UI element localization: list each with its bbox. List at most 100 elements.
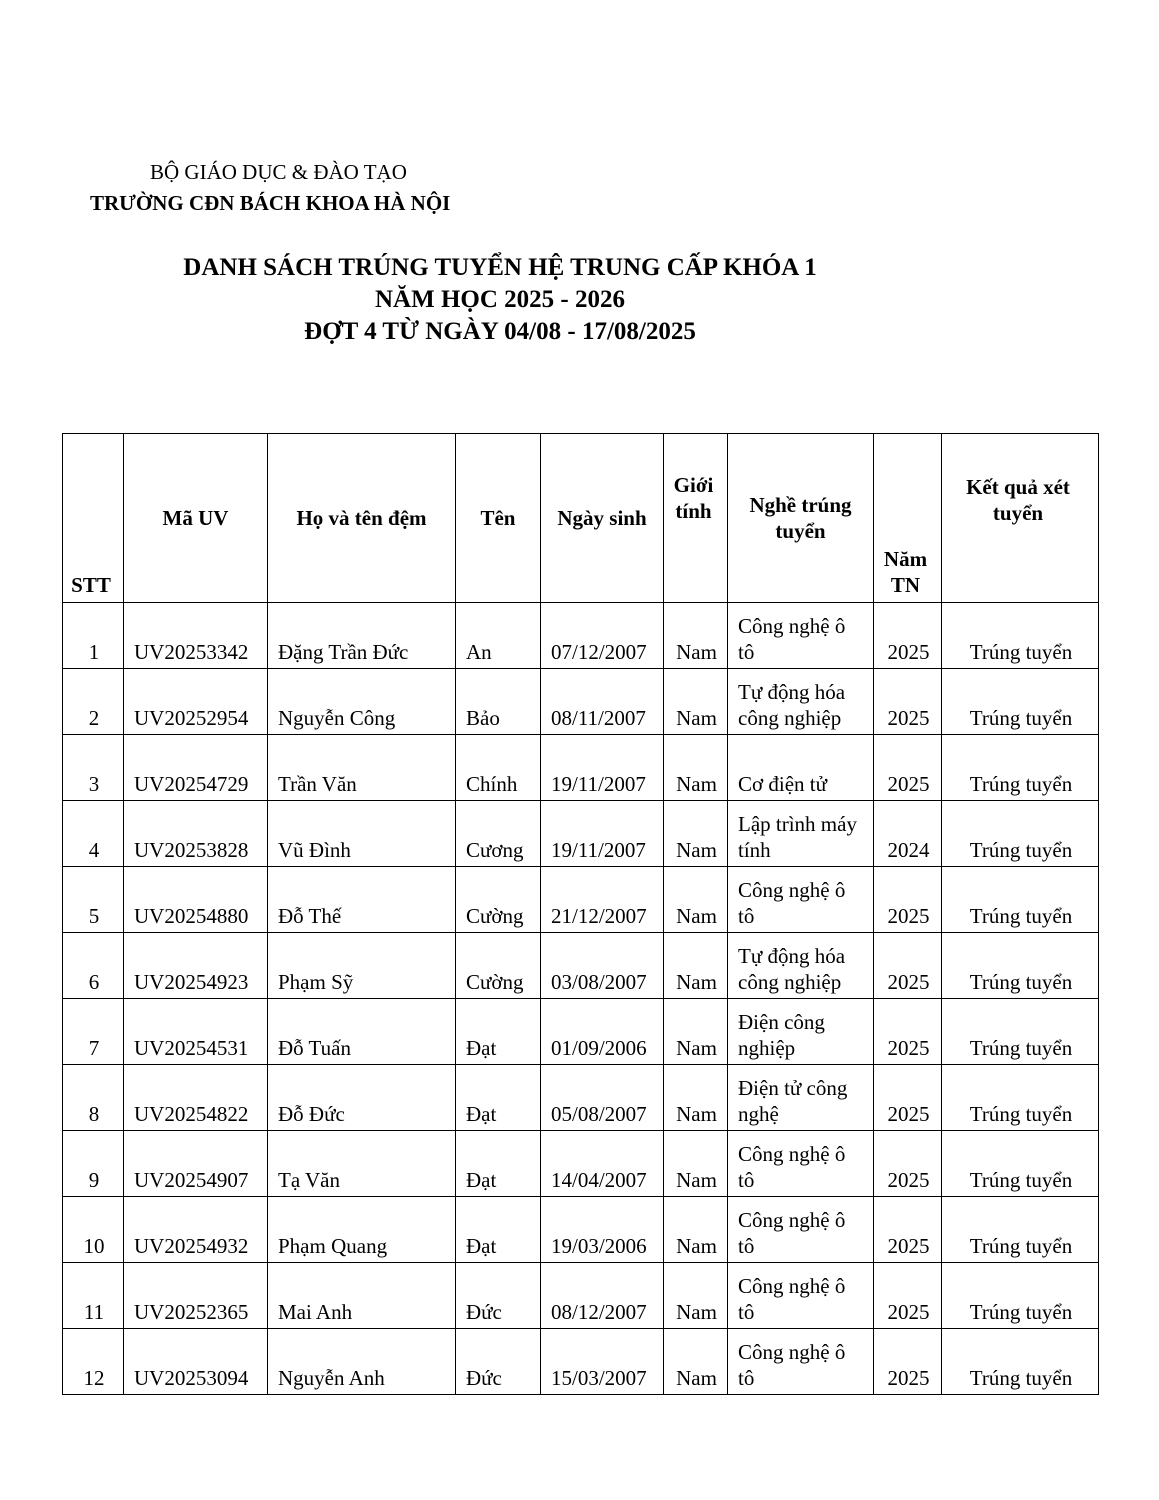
table-cell: Bảo [455, 668, 541, 735]
table-cell: Trúng tuyển [941, 1064, 1099, 1131]
table-cell: Đức [455, 1328, 541, 1395]
table-row: 9 UV20254907 Tạ Văn Đạt 14/04/2007 Nam Công ng… [62, 1130, 1099, 1197]
table-cell: 2025 [873, 1064, 942, 1131]
table-cell: Đạt [455, 1130, 541, 1197]
table-cell: Công nghệ ô tô [727, 1196, 874, 1263]
table-cell: An [455, 602, 541, 669]
title-line: ĐỢT 4 TỪ NGÀY 04/08 - 17/08/2025 [304, 318, 696, 345]
table-row: 6 UV20254923 Phạm Sỹ Cường 03/08/2007 Nam Tự đ… [62, 932, 1099, 999]
table-cell: Nam [663, 1196, 728, 1263]
table-cell: 2025 [873, 1262, 942, 1329]
table-cell: Nam [663, 1262, 728, 1329]
table-cell: Nam [663, 668, 728, 735]
column-header: Họ và tên đệm [267, 433, 456, 603]
column-header: Tên [455, 433, 541, 603]
table-cell: Đỗ Tuấn [267, 998, 456, 1065]
table-cell: UV20254880 [123, 866, 268, 933]
table-cell: Điện tử công nghệ [727, 1064, 874, 1131]
table-cell: Nam [663, 932, 728, 999]
table-cell: Công nghệ ô tô [727, 1130, 874, 1197]
table-cell: 05/08/2007 [540, 1064, 664, 1131]
table-body: 1 UV20253342 Đặng Trần Đức An 07/12/2007 Nam C… [62, 602, 1099, 1395]
result-table: STT Mã UV Họ và tên đệm Tên Ngày sinh Giới tí… [62, 433, 1099, 1395]
table-cell: Đạt [455, 1196, 541, 1263]
table-cell: 2025 [873, 1196, 942, 1263]
table-row: 1 UV20253342 Đặng Trần Đức An 07/12/2007 Nam C… [62, 602, 1099, 669]
table-cell: 3 [62, 734, 124, 801]
table-cell: UV20254822 [123, 1064, 268, 1131]
table-cell: 19/11/2007 [540, 734, 664, 801]
title-line: DANH SÁCH TRÚNG TUYỂN HỆ TRUNG CẤP KHÓA … [183, 254, 817, 281]
table-cell: 15/03/2007 [540, 1328, 664, 1395]
column-header: Giới tính [663, 433, 728, 603]
table-cell: Đặng Trần Đức [267, 602, 456, 669]
table-row: 8 UV20254822 Đỗ Đức Đạt 05/08/2007 Nam Điện tử… [62, 1064, 1099, 1131]
table-cell: Phạm Quang [267, 1196, 456, 1263]
table-cell: Cơ điện tử [727, 734, 874, 801]
table-cell: Trúng tuyển [941, 668, 1099, 735]
table-cell: Nam [663, 998, 728, 1065]
table-cell: 19/03/2006 [540, 1196, 664, 1263]
table-cell: 4 [62, 800, 124, 867]
table-cell: 7 [62, 998, 124, 1065]
table-cell: 2024 [873, 800, 942, 867]
table-row: 4 UV20253828 Vũ Đình Cương 19/11/2007 Nam Lập … [62, 800, 1099, 867]
table-cell: Nam [663, 1328, 728, 1395]
table-cell: Tự động hóa công nghiệp [727, 932, 874, 999]
table-cell: Nam [663, 602, 728, 669]
table-cell: Đức [455, 1262, 541, 1329]
table-cell: Trúng tuyển [941, 800, 1099, 867]
table-cell: Công nghệ ô tô [727, 602, 874, 669]
column-header: Năm TN [873, 433, 942, 603]
table-cell: Trúng tuyển [941, 1130, 1099, 1197]
table-cell: Nguyễn Anh [267, 1328, 456, 1395]
column-header: Kết quả xét tuyển [941, 433, 1099, 603]
table-cell: Trần Văn [267, 734, 456, 801]
table-cell: Nam [663, 734, 728, 801]
table-row: 10 UV20254932 Phạm Quang Đạt 19/03/2006 Nam Cô… [62, 1196, 1099, 1263]
table-cell: UV20253094 [123, 1328, 268, 1395]
table-cell: Tự động hóa công nghiệp [727, 668, 874, 735]
table-cell: Công nghệ ô tô [727, 866, 874, 933]
table-cell: Điện công nghiệp [727, 998, 874, 1065]
table-cell: 2025 [873, 866, 942, 933]
table-cell: Trúng tuyển [941, 866, 1099, 933]
table-row: 11 UV20252365 Mai Anh Đức 08/12/2007 Nam Công … [62, 1262, 1099, 1329]
table-cell: 07/12/2007 [540, 602, 664, 669]
table-cell: Chính [455, 734, 541, 801]
table-cell: Trúng tuyển [941, 998, 1099, 1065]
column-header: Mã UV [123, 433, 268, 603]
table-row: 2 UV20252954 Nguyễn Công Bảo 08/11/2007 Nam Tự… [62, 668, 1099, 735]
table-cell: 21/12/2007 [540, 866, 664, 933]
table-cell: Nam [663, 866, 728, 933]
table-cell: Đạt [455, 1064, 541, 1131]
table-cell: Trúng tuyển [941, 1262, 1099, 1329]
table-cell: 08/12/2007 [540, 1262, 664, 1329]
table-row: 12 UV20253094 Nguyễn Anh Đức 15/03/2007 Nam Cô… [62, 1328, 1099, 1395]
table-cell: Nam [663, 800, 728, 867]
table-cell: UV20254531 [123, 998, 268, 1065]
table-cell: 2025 [873, 932, 942, 999]
table-cell: 5 [62, 866, 124, 933]
table-cell: 11 [62, 1262, 124, 1329]
table-cell: UV20254729 [123, 734, 268, 801]
table-cell: Trúng tuyển [941, 932, 1099, 999]
table-cell: UV20252365 [123, 1262, 268, 1329]
table-cell: Đạt [455, 998, 541, 1065]
table-cell: 1 [62, 602, 124, 669]
table-cell: Trúng tuyển [941, 734, 1099, 801]
table-cell: Cương [455, 800, 541, 867]
table-cell: 01/09/2006 [540, 998, 664, 1065]
table-cell: 2025 [873, 1130, 942, 1197]
table-cell: 2025 [873, 602, 942, 669]
table-row: 3 UV20254729 Trần Văn Chính 19/11/2007 Nam Cơ … [62, 734, 1099, 801]
table-cell: 03/08/2007 [540, 932, 664, 999]
table-cell: 6 [62, 932, 124, 999]
title: DANH SÁCH TRÚNG TUYỂN HỆ TRUNG CẤP KHÓA … [0, 252, 1000, 348]
table-cell: Nam [663, 1130, 728, 1197]
ministry: BỘ GIÁO DỤC & ĐÀO TẠO [150, 160, 407, 184]
table-cell: UV20254932 [123, 1196, 268, 1263]
table-cell: Công nghệ ô tô [727, 1328, 874, 1395]
table-cell: Lập trình máy tính [727, 800, 874, 867]
